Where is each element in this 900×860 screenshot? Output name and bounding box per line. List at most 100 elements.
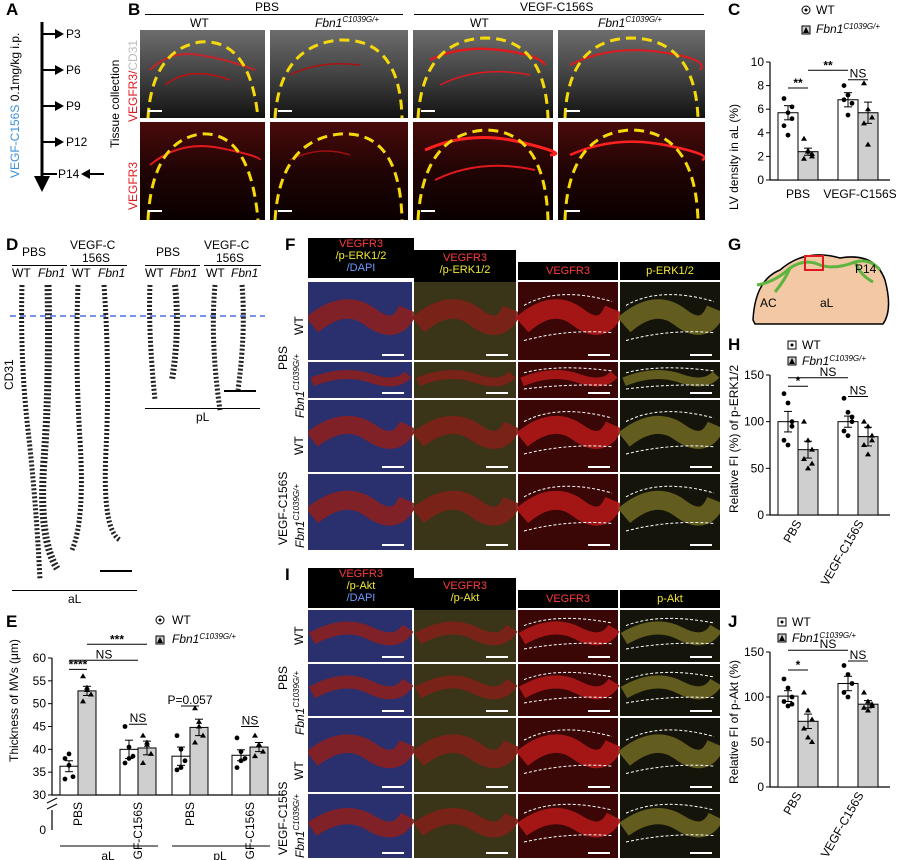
col-label-wt-2: WT — [470, 16, 489, 30]
data-point-wt — [845, 433, 851, 439]
fbn-text: Fbn1 — [293, 520, 307, 548]
vessel-signal — [618, 415, 720, 449]
vessel-signal — [413, 808, 520, 838]
arrow-p9 — [42, 101, 64, 111]
data-point-wt — [785, 132, 791, 138]
data-point-fbn — [140, 732, 146, 738]
e-sig-4: NS — [242, 714, 259, 728]
d-fbn-3: Fbn1 — [170, 266, 198, 280]
vessel-signal — [308, 621, 414, 646]
data-point-fbn — [80, 673, 86, 679]
y-tick-label: 0 — [757, 508, 764, 522]
data-point-wt — [841, 663, 847, 668]
data-point-wt — [781, 123, 787, 129]
vessel-signal — [308, 299, 417, 335]
vessel-signal — [308, 675, 414, 700]
f-h2-red: VEGFR3 — [442, 252, 487, 264]
bar-fbn — [249, 746, 269, 796]
i-header-4: p-Akt — [620, 590, 720, 608]
y-tick-label: 100 — [744, 415, 764, 429]
data-point-wt — [785, 400, 791, 406]
panel-d-vessels — [10, 284, 265, 581]
y-tick-label: 50 — [751, 461, 765, 475]
d-region-al: aL — [68, 592, 82, 606]
data-point-fbn — [88, 691, 94, 697]
bar-fbn — [797, 720, 819, 788]
e-group-label: PBS — [183, 802, 197, 826]
fbn-text: Fbn1 — [598, 16, 626, 30]
data-point-wt — [849, 100, 855, 106]
panel-label-i: I — [285, 565, 290, 584]
y-tick-label: 50 — [33, 697, 47, 711]
j-sig-pbs: * — [796, 658, 801, 672]
data-point-wt — [849, 414, 855, 420]
vessel-outline — [523, 729, 613, 774]
data-point-wt — [781, 96, 787, 101]
timepoint-p9: P9 — [66, 99, 81, 113]
d-group-vegf-al-1: VEGF-C — [70, 238, 116, 252]
scale-bar — [382, 656, 404, 658]
i-h2-red: VEGFR3 — [442, 580, 487, 592]
e-sig-1: **** — [69, 657, 88, 671]
e-sig-3: P=0.057 — [167, 693, 212, 707]
data-point-wt — [781, 391, 787, 397]
d-fbn-1: Fbn1 — [38, 266, 66, 280]
f-h1-blue: /DAPI — [346, 262, 376, 274]
data-point-fbn — [865, 141, 871, 147]
y-tick-label: 55 — [33, 674, 47, 688]
axis-break — [46, 803, 58, 810]
vessel-signal — [520, 369, 618, 387]
j-group-label: PBS — [780, 790, 804, 818]
y-tick-label: 150 — [744, 645, 764, 659]
fbn-sup: C1039G/+ — [625, 15, 663, 24]
vessel-signal — [308, 415, 417, 449]
d-group-vegf-pl-1: VEGF-C — [204, 238, 250, 252]
data-point-fbn — [801, 689, 807, 695]
group-label-pbs: PBS — [255, 0, 280, 14]
scale-bar — [486, 852, 508, 854]
fbn-sup: C1039G/+ — [843, 22, 880, 31]
scale-bar — [588, 710, 610, 712]
d-fbn-2: Fbn1 — [98, 266, 126, 280]
data-point-fbn — [861, 80, 867, 86]
y-tick-label: 4 — [757, 126, 764, 140]
d-group-pbs-pl: PBS — [156, 245, 181, 259]
scale-bar — [486, 354, 508, 356]
chart-c-axes: 0 2 4 6 8 10 PBS VEGF-C156S ** ** NS — [751, 55, 897, 201]
fbn-text: Fbn1 — [172, 632, 199, 646]
tissue-diagram — [752, 254, 890, 325]
h-group-label: PBS — [780, 518, 804, 546]
i-row-fbn-1: Fbn1C1039G/+ — [292, 671, 307, 735]
legend-j-fbn: Fbn1C1039G/+ — [792, 631, 856, 645]
tissue-collection-label: Tissue collection — [108, 59, 122, 148]
h-sig-cross: NS — [820, 365, 837, 379]
h-sig-vegf: NS — [850, 383, 867, 397]
i-h1-red: VEGFR3 — [338, 568, 383, 580]
panel-label-h: H — [728, 335, 741, 354]
c-sig-pbs: ** — [793, 76, 803, 90]
data-point-fbn — [260, 748, 266, 754]
bar-wt — [777, 695, 799, 788]
col-label-fbn-2: Fbn1C1039G/+ — [598, 15, 662, 30]
c-group-vegf: VEGF-C156S — [823, 187, 896, 201]
data-point-fbn — [801, 135, 807, 141]
data-point-wt — [126, 744, 132, 750]
d-line-1 — [12, 265, 67, 266]
data-point-wt — [174, 767, 180, 773]
vessel-outline — [523, 671, 613, 704]
e-region-al: aL — [101, 849, 115, 860]
fbn-text: Fbn1 — [802, 354, 829, 368]
scale-bar — [382, 392, 404, 394]
timepoint-p14: P14 — [58, 167, 80, 181]
legend-e-fbn: Fbn1C1039G/+ — [172, 632, 236, 646]
chart-j-ylabel: Relative FI of p-Akt (%) — [727, 660, 741, 784]
bar-wt — [837, 99, 859, 181]
chart-c: WT Fbn1C1039G/+ 0 2 4 6 8 10 PBS VEGF-C156S ** **… — [727, 3, 897, 210]
vessel-signal — [308, 490, 417, 526]
vessel-signal — [622, 369, 720, 387]
legend-c-fbn: Fbn1C1039G/+ — [816, 22, 880, 36]
fbn-text: Fbn1 — [293, 390, 307, 418]
data-point-wt — [785, 703, 791, 709]
scale-bar — [382, 786, 404, 788]
vessel-pl-fbn-vegf — [235, 284, 246, 391]
